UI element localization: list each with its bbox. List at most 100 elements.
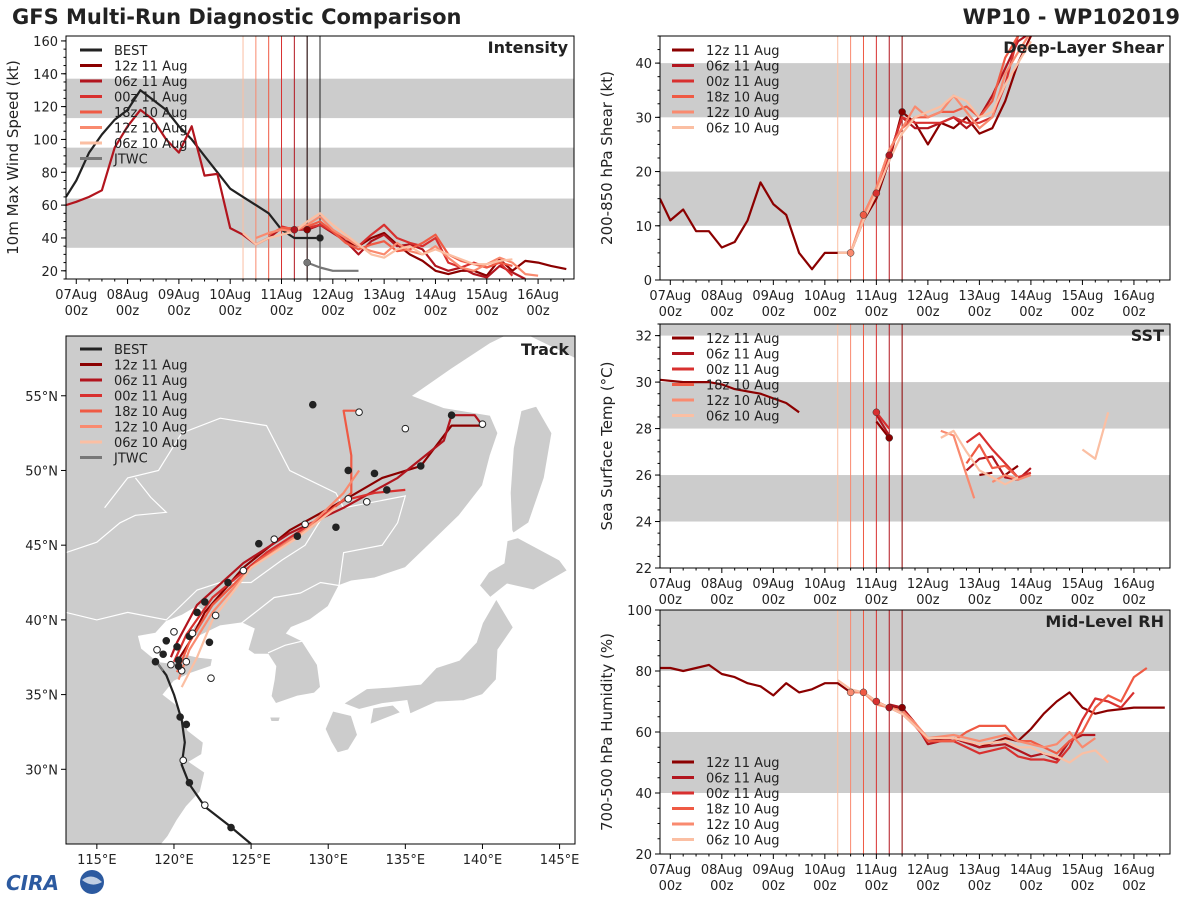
track-position-marker	[167, 660, 175, 669]
x-tick-label-date: 09Aug	[158, 288, 200, 303]
shaded-band	[660, 475, 1170, 522]
analysis-point-12z-11-aug	[898, 703, 906, 712]
x-tick-label-date: 13Aug	[363, 288, 405, 303]
legend-label-12z-10-aug: 12z 10 Aug	[706, 394, 780, 409]
x-tick-label-date: 16Aug	[517, 288, 559, 303]
x-tick-label-date: 09Aug	[752, 577, 794, 592]
legend-label-best: BEST	[114, 44, 147, 59]
cira-logo: CIRA	[6, 870, 104, 895]
honshu-island	[342, 598, 514, 715]
x-tick-label-date: 08Aug	[701, 577, 743, 592]
jeju-island	[268, 716, 282, 722]
track-position-marker	[182, 657, 191, 666]
x-tick-label-hour: 00z	[475, 304, 499, 319]
series-line-12z-11-aug	[306, 223, 567, 277]
lon-tick-label: 120°E	[154, 853, 194, 868]
x-tick-label-hour: 00z	[424, 304, 448, 319]
shear-panel: 01020304007Aug00z08Aug00z09Aug00z10Aug00…	[598, 35, 1171, 320]
x-tick-label-hour: 00z	[659, 305, 683, 320]
y-tick-label: 26	[635, 469, 652, 484]
track-position-marker	[162, 637, 171, 645]
x-tick-label-date: 08Aug	[107, 288, 149, 303]
y-tick-label: 28	[635, 423, 652, 438]
x-tick-label-hour: 00z	[116, 304, 140, 319]
y-tick-label: 80	[635, 665, 652, 680]
track-position-marker	[170, 628, 178, 636]
track-position-marker	[205, 638, 214, 647]
legend-label-00z-11-aug: 00z 11 Aug	[706, 787, 780, 802]
x-tick-label-date: 09Aug	[752, 289, 794, 304]
x-tick-label-hour: 00z	[813, 593, 837, 608]
panel-title: Track	[521, 340, 569, 359]
x-tick-label-date: 07Aug	[649, 289, 691, 304]
y-tick-label: 20	[635, 848, 652, 863]
x-tick-label-hour: 00z	[762, 593, 786, 608]
series-group	[66, 89, 567, 279]
y-tick-label: 24	[635, 516, 652, 531]
track-position-marker	[179, 756, 188, 765]
series-line-jtwc	[306, 261, 359, 272]
legend-label-jtwc: JTWC	[113, 153, 148, 168]
series-line-00z-11-aug	[281, 223, 514, 277]
y-tick-label: 10	[635, 220, 652, 235]
x-tick-label-date: 10Aug	[804, 577, 846, 592]
x-tick-label-date: 15Aug	[1061, 863, 1103, 878]
track-position-marker	[383, 486, 391, 494]
track-position-marker	[224, 578, 232, 587]
x-tick-label-hour: 00z	[710, 305, 734, 320]
x-tick-label-hour: 00z	[710, 593, 734, 608]
y-tick-label: 20	[41, 265, 58, 280]
x-tick-label-hour: 00z	[1019, 879, 1043, 894]
track-position-marker	[159, 650, 167, 659]
series-line-06z-11-aug	[888, 36, 1027, 156]
x-tick-label-hour: 00z	[1122, 593, 1146, 608]
lon-tick-label: 140°E	[463, 853, 503, 868]
track-position-marker	[301, 520, 309, 529]
series-group	[660, 378, 1110, 499]
track-position-marker	[270, 535, 279, 544]
x-tick-label-date: 14Aug	[1010, 577, 1052, 592]
shaded-band	[660, 324, 1170, 336]
track-position-marker	[201, 598, 209, 606]
x-tick-label-date: 13Aug	[958, 577, 1000, 592]
legend-label-12z-11-aug: 12z 11 Aug	[114, 359, 188, 374]
x-tick-label-date: 08Aug	[701, 289, 743, 304]
lat-tick-label: 40°N	[25, 614, 58, 629]
x-tick-label-hour: 00z	[968, 593, 992, 608]
track-position-marker	[478, 420, 487, 428]
legend-label-12z-10-aug: 12z 10 Aug	[114, 122, 188, 137]
x-tick-label-hour: 00z	[65, 304, 89, 319]
x-tick-label-date: 16Aug	[1113, 863, 1155, 878]
x-tick-label-hour: 00z	[762, 879, 786, 894]
y-axis-label: Sea Surface Temp (°C)	[598, 361, 616, 530]
analysis-point-12z-11-aug	[898, 108, 906, 116]
y-tick-label: 22	[635, 562, 652, 577]
series-line-06z-10-aug	[837, 40, 1032, 254]
track-panel: 115°E 120°E 125°E 130°E 135°E 140°E 145°E 30°N 3…	[25, 335, 579, 868]
lon-tick-label: 115°E	[77, 853, 117, 868]
x-tick-label-date: 12Aug	[907, 577, 949, 592]
analysis-point-06z-11-aug	[290, 225, 299, 234]
x-tick-label-date: 16Aug	[1113, 289, 1155, 304]
hokkaido-island	[478, 537, 569, 599]
legend-label-18z-10-aug: 18z 10 Aug	[706, 379, 780, 394]
series-line-06z-10-aug	[940, 429, 1019, 486]
legend-label-06z-11-aug: 06z 11 Aug	[114, 75, 188, 90]
y-tick-label: 60	[41, 199, 58, 214]
legend-label-00z-11-aug: 00z 11 Aug	[706, 75, 780, 90]
logo-swirl-icon	[82, 876, 102, 885]
legend-label-12z-11-aug: 12z 11 Aug	[706, 756, 780, 771]
legend-label-00z-11-aug: 00z 11 Aug	[114, 91, 188, 106]
track-position-marker	[362, 498, 371, 506]
china-korea-border	[241, 581, 340, 624]
analysis-point-06z-11-aug	[885, 703, 893, 712]
intensity-panel: 2040608010012014016007Aug00z08Aug00z09Au…	[4, 35, 575, 319]
x-tick-label-hour: 00z	[1019, 305, 1043, 320]
legend-label-00z-11-aug: 00z 11 Aug	[706, 363, 780, 378]
series-line-06z-10-aug	[242, 212, 513, 266]
x-tick-label-date: 13Aug	[958, 289, 1000, 304]
analysis-point-18z-10-aug	[859, 688, 868, 697]
lat-tick-label: 30°N	[25, 763, 58, 778]
track-position-marker	[193, 608, 201, 617]
